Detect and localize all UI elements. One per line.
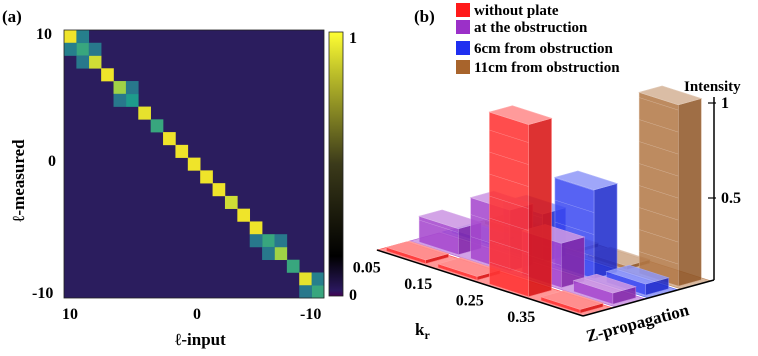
- axis-edges: [376, 249, 715, 317]
- legend-swatch: [456, 41, 470, 55]
- colorbar-tick-min: 0: [349, 287, 357, 304]
- kr-tick-label: 0.35: [507, 309, 535, 326]
- x-axis-title: ℓ-input: [175, 330, 226, 349]
- heatmap-cell: [76, 55, 90, 69]
- heatmap-cell: [125, 81, 139, 95]
- legend-label: without plate: [474, 3, 559, 19]
- y-tick-middle: 0: [48, 153, 56, 170]
- z-propagation-axis-edge: [582, 279, 715, 317]
- legend-swatch: [456, 3, 470, 17]
- x-tick-middle: 0: [193, 306, 201, 323]
- heatmap-cell: [150, 119, 164, 133]
- legend-item: 11cm from obstruction: [456, 60, 620, 76]
- x-tick-left: 10: [62, 306, 78, 323]
- heatmap-cell: [299, 272, 312, 286]
- heatmap-cell: [262, 246, 275, 261]
- legend-label: 11cm from obstruction: [474, 60, 620, 76]
- legend-item: 6cm from obstruction: [456, 41, 614, 57]
- heatmap-cell: [249, 221, 263, 235]
- heatmap-cell: [76, 42, 90, 56]
- y-tick-bottom: -10: [32, 285, 53, 302]
- heatmap-cell: [88, 42, 102, 56]
- kr-tick-label: 0.25: [456, 292, 484, 309]
- legend-item: without plate: [456, 3, 559, 19]
- panel-a-label: (a): [2, 7, 22, 26]
- heatmap-cell: [64, 42, 77, 56]
- legend-swatch: [456, 60, 470, 74]
- heatmap-cell: [212, 183, 226, 197]
- heatmap-cell: [101, 68, 114, 82]
- panel-b-label: (b): [414, 7, 435, 26]
- z-axis: 1 0.5 Intensity: [684, 79, 741, 280]
- legend: without plate at the obstruction 6cm fro…: [456, 3, 620, 76]
- legend-label: at the obstruction: [474, 20, 588, 36]
- heatmap-cell: [262, 234, 275, 248]
- heatmap-cell: [200, 170, 213, 184]
- heatmap-cell: [299, 285, 312, 299]
- heatmap-cell: [64, 30, 77, 44]
- y-tick-top: 10: [36, 26, 52, 43]
- heatmap-cell: [125, 93, 139, 107]
- bar: [385, 240, 450, 265]
- kr-tick-label: 0.05: [353, 259, 381, 276]
- bar: [488, 105, 553, 298]
- kr-axis-title-main: k: [415, 320, 425, 339]
- heatmap-frame: [63, 29, 325, 299]
- heatmap-cell: [88, 55, 102, 69]
- legend-item: at the obstruction: [456, 20, 588, 36]
- x-tick-right: -10: [300, 306, 321, 323]
- kr-axis-edge: [376, 249, 584, 317]
- bar3d-panel: (b) without plate at the obstruction 6cm…: [353, 3, 741, 346]
- heatmap-cell: [311, 285, 325, 299]
- heatmap-cell: [249, 234, 263, 248]
- bar: [539, 290, 605, 314]
- heatmap-cell: [175, 144, 189, 158]
- heatmap-cell: [187, 157, 201, 171]
- heatmap-cell: [113, 81, 127, 95]
- legend-swatch: [456, 20, 470, 34]
- z-tick-mid: 0.5: [721, 190, 741, 207]
- kr-axis-title: kr: [415, 320, 430, 342]
- y-axis-title: ℓ-measured: [9, 139, 28, 222]
- heatmap-cells: [64, 30, 325, 299]
- heatmap-cell: [286, 259, 300, 273]
- heatmap-cell: [76, 30, 90, 44]
- heatmap-panel: (a) 10 0 -10 10 0 -10 ℓ-measured ℓ-input…: [2, 7, 357, 349]
- heatmap-cell: [274, 246, 288, 261]
- kr-tick-labels: 0.05 0.15 0.25 0.35: [353, 259, 536, 326]
- heatmap-cell: [138, 106, 151, 120]
- heatmap-cell: [224, 195, 238, 209]
- kr-tick-label: 0.15: [404, 276, 432, 293]
- z-tick-max: 1: [721, 95, 729, 112]
- heatmap-cell: [311, 272, 325, 286]
- colorbar: [328, 31, 344, 297]
- bar: [638, 85, 703, 287]
- heatmap-cell: [163, 132, 176, 146]
- bars-3d: [375, 85, 712, 317]
- bar: [418, 209, 483, 256]
- heatmap-cell: [113, 93, 127, 107]
- legend-label: 6cm from obstruction: [474, 41, 614, 57]
- colorbar-tick-max: 1: [349, 30, 357, 47]
- heatmap-cell: [274, 234, 288, 248]
- z-axis-title: Intensity: [684, 79, 741, 95]
- kr-axis-title-subscript: r: [424, 328, 430, 342]
- bar: [572, 273, 637, 305]
- heatmap-cell: [237, 208, 251, 222]
